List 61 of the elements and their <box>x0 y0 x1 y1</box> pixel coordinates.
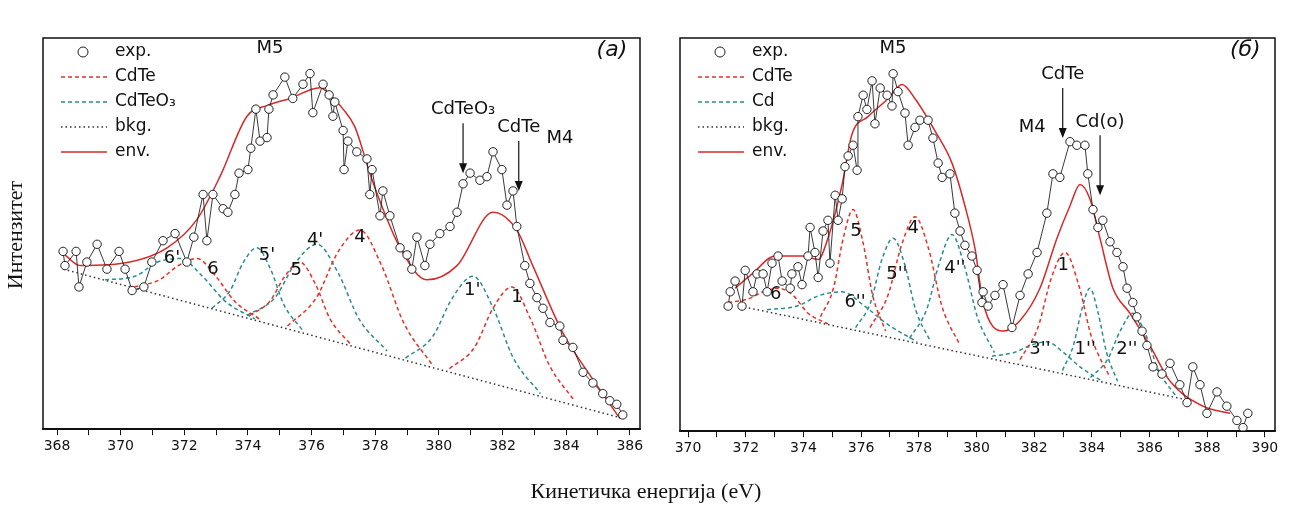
annotation: 5 <box>290 258 302 280</box>
x-tick-label: 380 <box>963 439 990 456</box>
x-tick-label: 370 <box>107 437 135 454</box>
y-axis-title: Интензитет <box>2 179 28 292</box>
text: (а) <box>596 35 628 61</box>
annotation: 5 <box>850 218 862 240</box>
x-tick-label: 376 <box>298 437 326 454</box>
text: M5 <box>256 35 284 57</box>
annotation: 5' <box>258 242 276 264</box>
legend-label: env. <box>752 140 788 161</box>
annotation: CdTe <box>1041 61 1085 83</box>
annotation: 4 <box>354 225 366 247</box>
x-tick-label: 380 <box>425 437 453 454</box>
text: (б) <box>1229 35 1261 61</box>
x-tick-label: 388 <box>1193 439 1221 456</box>
annotation: 1 <box>1057 253 1069 275</box>
annotation: 1' <box>464 278 481 300</box>
x-axis-title: Кинетичка енергија (eV) <box>529 478 763 504</box>
annotation: CdTe <box>497 114 541 136</box>
legend-label: exp. <box>115 40 152 61</box>
x-tick-label: 382 <box>489 437 516 454</box>
x-tick-label: 372 <box>732 439 760 456</box>
annotation: Cd(o) <box>1075 109 1125 131</box>
annotation: 3'' <box>1029 336 1051 358</box>
annotation: CdTeO₃ <box>430 96 496 118</box>
x-tick-label: 370 <box>674 439 702 456</box>
legend-label: bkg. <box>115 115 152 136</box>
x-tick-label: 374 <box>790 439 817 456</box>
legend-label: bkg. <box>752 115 789 136</box>
annotation: 6' <box>163 246 181 268</box>
annotation: 4' <box>306 228 324 250</box>
text: M5 <box>879 35 907 57</box>
legend-label: CdTeO₃ <box>115 90 176 111</box>
x-tick-label: 374 <box>234 437 262 454</box>
x-tick-label: 368 <box>43 437 71 454</box>
annotation: 1 <box>511 285 523 307</box>
annotation: 6 <box>207 256 219 278</box>
x-tick-label: 386 <box>1136 439 1163 456</box>
x-tick-label: 372 <box>170 437 198 454</box>
legend-label: env. <box>115 140 151 161</box>
legend-label: Cd <box>752 90 775 111</box>
x-tick-label: 386 <box>616 437 644 454</box>
annotation: M4 <box>1018 114 1046 136</box>
legend-label: exp. <box>752 40 789 61</box>
annotation: M4 <box>546 125 574 147</box>
legend-label: CdTe <box>115 65 156 86</box>
annotation: 6'' <box>844 290 866 312</box>
x-tick-label: 376 <box>847 439 875 456</box>
legend-label: CdTe <box>752 65 793 86</box>
x-tick-label: 384 <box>552 437 580 454</box>
annotation: 1'' <box>1074 336 1096 358</box>
annotation: 4 <box>907 216 919 238</box>
annotation: 2'' <box>1116 336 1138 358</box>
annotation: 5'' <box>886 261 908 283</box>
x-tick-label: 378 <box>361 437 389 454</box>
x-tick-label: 382 <box>1020 439 1048 456</box>
annotation: 4'' <box>944 256 966 278</box>
x-tick-label: 384 <box>1078 439 1106 456</box>
x-tick-label: 378 <box>905 439 933 456</box>
x-tick-label: 390 <box>1251 439 1279 456</box>
annotation: 6 <box>770 281 782 303</box>
